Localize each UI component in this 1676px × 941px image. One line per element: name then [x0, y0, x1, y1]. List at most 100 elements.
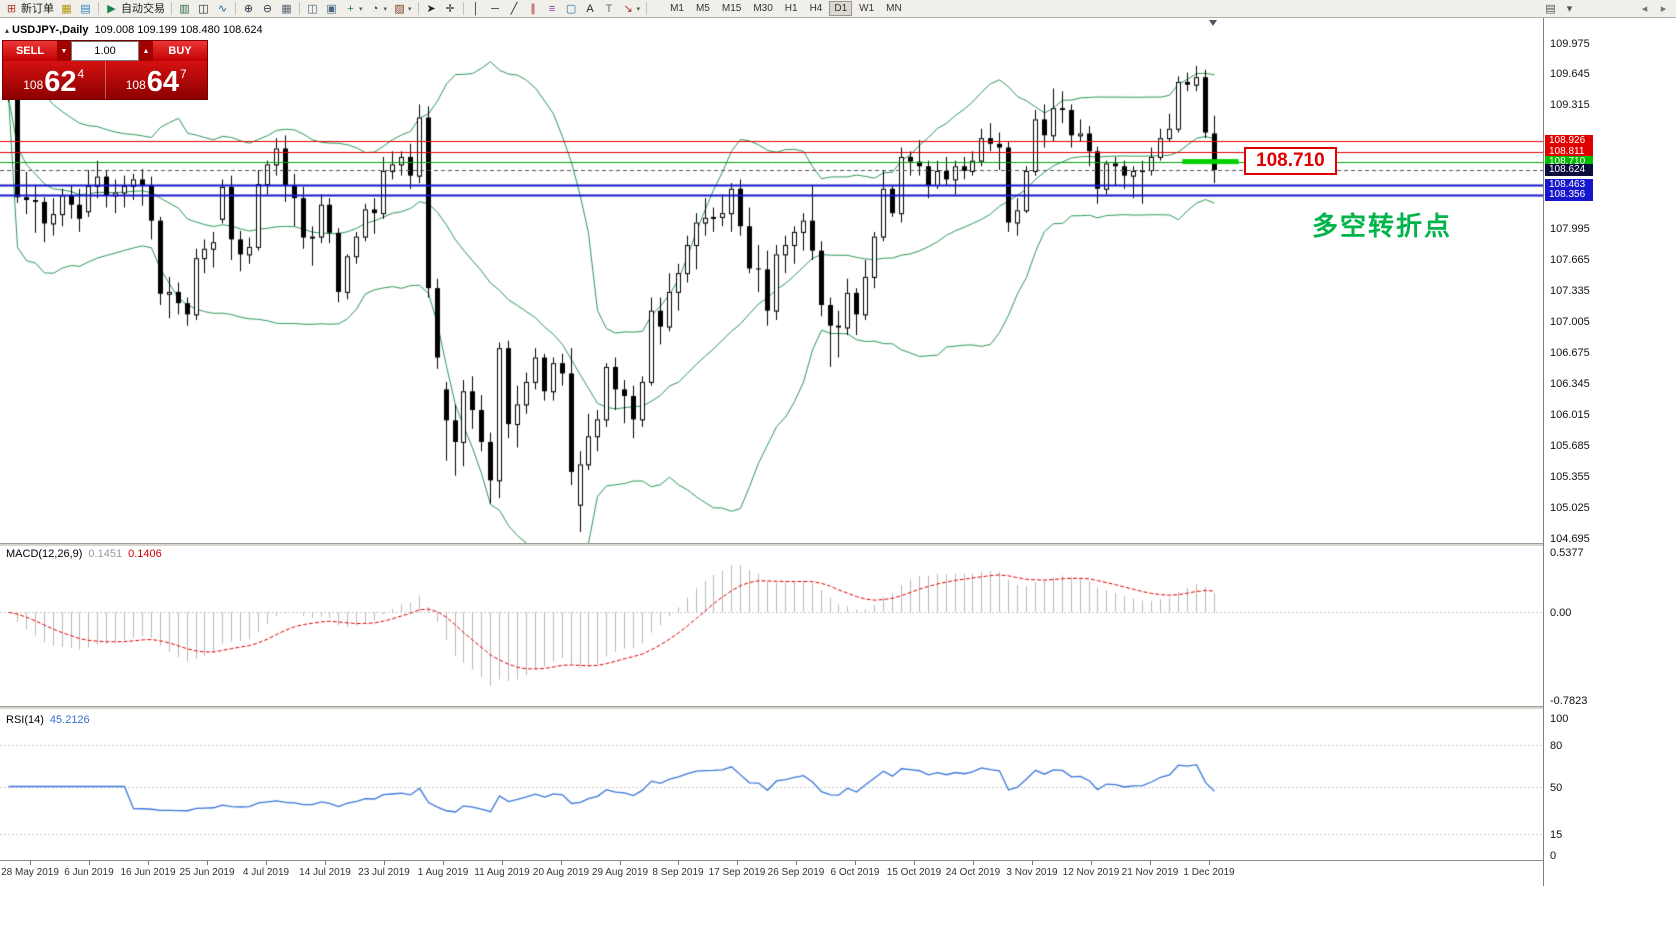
- cursor-icon[interactable]: ➤: [422, 1, 441, 17]
- tile-windows-icon-glyph: ◫: [307, 2, 318, 15]
- crosshair-icon-glyph: ✛: [445, 2, 455, 15]
- volume-input[interactable]: [71, 41, 139, 61]
- toolbar-corner-group: ◂ ▸: [1635, 0, 1673, 17]
- toolbar-right-group: ▤ ▾: [1541, 0, 1579, 17]
- bar-chart-icon[interactable]: ▥: [175, 1, 194, 17]
- timeframe-button-m5[interactable]: M5: [695, 3, 710, 14]
- indicators-add-glyph: +: [347, 2, 354, 15]
- date-tick-label: 17 Sep 2019: [708, 867, 766, 878]
- timeframe-button-mn[interactable]: MN: [886, 3, 902, 14]
- price-level-callout[interactable]: 108.710: [1244, 147, 1337, 175]
- buy-price-display[interactable]: 108 64 7: [106, 61, 208, 99]
- macd-axis-min: -0.7823: [1550, 695, 1588, 707]
- turning-point-annotation[interactable]: 多空转折点: [1312, 211, 1453, 241]
- price-tick-label: 105.025: [1550, 501, 1590, 514]
- date-tick-mark: [384, 861, 385, 865]
- market-watch-icon[interactable]: ▤: [76, 1, 95, 17]
- tile-windows-icon[interactable]: ◫: [303, 1, 322, 17]
- timeframe-button-m15[interactable]: M15: [721, 3, 742, 14]
- sell-price-display[interactable]: 108 62 4: [3, 61, 105, 99]
- date-tick-label: 6 Oct 2019: [830, 867, 880, 878]
- candlestick-chart-icon-glyph: ◫: [198, 2, 209, 15]
- rsi-panel-splitter[interactable]: [0, 706, 1676, 709]
- price-tick-label: 106.345: [1550, 377, 1590, 390]
- buy-button[interactable]: BUY: [153, 41, 207, 61]
- macd-value: 0.1451: [88, 548, 123, 560]
- periods-button-dropdown-icon[interactable]: ▾: [383, 5, 388, 13]
- vertical-line-icon-glyph: │: [472, 2, 480, 15]
- toolbar-scroll-left-icon[interactable]: ◂: [1635, 1, 1654, 17]
- toolbar-expand-icon[interactable]: ▾: [1560, 1, 1579, 17]
- timeframe-button-h4[interactable]: H4: [809, 3, 823, 14]
- toolbar-expand-icon-glyph: ▾: [1566, 2, 1573, 15]
- toolbar-separator: [462, 2, 464, 15]
- auto-arrange-icon[interactable]: ▦: [277, 1, 296, 17]
- chart-list-icon[interactable]: ▤: [1541, 1, 1560, 17]
- trendline-icon[interactable]: ╱: [505, 1, 524, 17]
- price-axis[interactable]: 109.975 109.645 109.315 107.995 107.665 107.3…: [1543, 18, 1676, 886]
- date-tick-mark: [266, 861, 267, 865]
- price-tick-label: 106.675: [1550, 346, 1590, 359]
- date-tick-mark: [1209, 861, 1210, 865]
- toolbar-scroll-right-icon[interactable]: ▸: [1654, 1, 1673, 17]
- autotrading-button[interactable]: ▶ 自动交易: [102, 1, 168, 17]
- rsi-panel-canvas[interactable]: [0, 709, 1543, 860]
- shapes-icon[interactable]: ▢: [562, 1, 581, 17]
- text-icon[interactable]: A: [581, 1, 600, 17]
- price-tick-label: 104.695: [1550, 532, 1590, 545]
- date-tick-label: 4 Jul 2019: [242, 867, 290, 878]
- equidistant-channel-icon-glyph: ∥: [530, 2, 536, 15]
- date-tick-mark: [325, 861, 326, 865]
- cascade-windows-icon[interactable]: ▣: [322, 1, 341, 17]
- current-price-tag: 108.624: [1545, 163, 1593, 176]
- date-tick-label: 8 Sep 2019: [652, 867, 704, 878]
- arrows-button-dropdown-icon[interactable]: ▾: [636, 5, 641, 13]
- candlestick-chart-icon[interactable]: ◫: [194, 1, 213, 17]
- chart-shift-marker[interactable]: [1209, 20, 1217, 26]
- templates-button[interactable]: ▨ ▾: [390, 1, 415, 17]
- fibonacci-icon[interactable]: ≡: [543, 1, 562, 17]
- market-watch-icon-glyph: ▤: [80, 2, 91, 15]
- timeframe-toolbar: M1 M5 M15 M30 H1 H4 D1 W1 MN: [664, 1, 908, 16]
- sell-button[interactable]: SELL: [3, 41, 57, 61]
- volume-decrease-button[interactable]: ▼: [57, 41, 71, 61]
- crosshair-icon[interactable]: ✛: [441, 1, 460, 17]
- collapse-arrow-icon[interactable]: ▴: [5, 26, 10, 35]
- vertical-line-icon[interactable]: │: [467, 1, 486, 17]
- text-label-icon[interactable]: T: [600, 1, 619, 17]
- price-tick-label: 107.335: [1550, 285, 1590, 297]
- timeframe-button-m1[interactable]: M1: [670, 3, 684, 14]
- arrows-glyph: ↘: [623, 2, 633, 15]
- ask-pips: 64: [146, 66, 180, 99]
- date-axis[interactable]: 28 May 2019 6 Jun 2019 16 Jun 2019 25 Jun 2…: [0, 861, 1543, 886]
- horizontal-line-icon[interactable]: ─: [486, 1, 505, 17]
- timeframe-button-d1[interactable]: D1: [829, 1, 853, 16]
- arrows-button[interactable]: ↘ ▾: [619, 1, 644, 17]
- price-tick-label: 109.975: [1550, 37, 1590, 50]
- ask-point: 7: [180, 67, 187, 81]
- macd-panel-canvas[interactable]: [0, 546, 1543, 706]
- equidistant-channel-icon[interactable]: ∥: [524, 1, 543, 17]
- indicators-add-button-dropdown-icon[interactable]: ▾: [359, 5, 363, 13]
- timeframe-button-w1[interactable]: W1: [859, 3, 875, 14]
- timeframe-button-m30[interactable]: M30: [753, 3, 773, 14]
- volume-increase-button[interactable]: ▲: [139, 41, 153, 61]
- date-tick-label: 14 Jul 2019: [299, 867, 351, 878]
- macd-panel-splitter[interactable]: [0, 543, 1676, 546]
- toolbar-separator: [299, 2, 300, 15]
- zoom-in-icon[interactable]: ⊕: [239, 1, 258, 17]
- macd-axis-zero: 0.00: [1550, 607, 1572, 620]
- price-tick-label: 107.665: [1550, 254, 1590, 267]
- bar-chart-icon-glyph: ▥: [179, 2, 190, 15]
- zoom-out-icon[interactable]: ⊖: [258, 1, 277, 17]
- indicators-add-button[interactable]: + ▾: [341, 1, 366, 17]
- templates-button-dropdown-icon[interactable]: ▾: [408, 5, 412, 13]
- zoom-out-icon-glyph: ⊖: [262, 2, 273, 15]
- chart-profile-icon[interactable]: ▦: [57, 1, 76, 17]
- main-chart-canvas[interactable]: [0, 18, 1543, 543]
- periods-button[interactable]: ◔ ▾: [366, 1, 391, 17]
- timeframe-button-h1[interactable]: H1: [784, 3, 798, 14]
- date-tick-mark: [914, 861, 915, 865]
- new-order-button[interactable]: ⊞ 新订单: [2, 1, 57, 17]
- line-chart-icon[interactable]: ∿: [213, 1, 232, 17]
